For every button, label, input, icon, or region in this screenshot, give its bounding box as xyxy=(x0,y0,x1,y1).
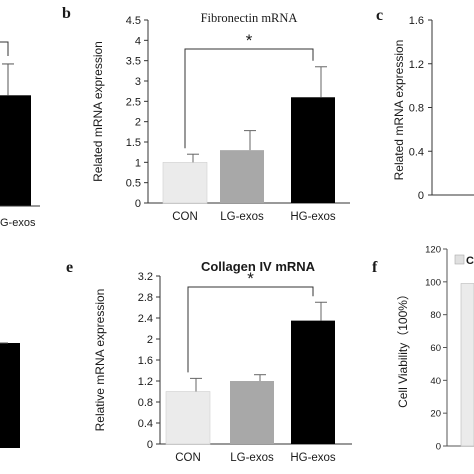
x-tick-label-e: CON xyxy=(175,452,201,464)
y-tick-label-e: 2.8 xyxy=(138,292,153,304)
bar-d-hg xyxy=(0,343,20,448)
y-tick-label-f: 120 xyxy=(425,245,441,256)
significance-star-b: * xyxy=(246,31,253,50)
panel-letter-b: b xyxy=(62,5,71,22)
significance-bracket-e xyxy=(187,286,314,373)
chart-title-e: Collagen IV mRNA xyxy=(201,259,316,274)
y-tick-label-e: 1.6 xyxy=(138,355,153,367)
y-tick-label-c: 0 xyxy=(418,190,424,202)
x-tick-label-b: LG-exos xyxy=(220,211,264,223)
y-tick-label-e: 2 xyxy=(147,334,153,346)
x-tick-label-e: LG-exos xyxy=(230,452,274,464)
y-tick-label-b: 4.5 xyxy=(126,15,141,27)
y-tick-label-e: 3.2 xyxy=(138,271,153,283)
significance-star-e: * xyxy=(247,269,254,288)
y-tick-label-b: 2.5 xyxy=(126,96,141,108)
bar-e-con xyxy=(165,391,211,445)
significance-bracket-a xyxy=(0,41,9,56)
x-tick-label-b: HG-exos xyxy=(290,211,336,223)
y-tick-label-f: 80 xyxy=(430,310,441,321)
y-tick-label-b: 3.5 xyxy=(126,56,141,68)
y-tick-label-c: 1.6 xyxy=(409,15,424,27)
y-tick-label-e: 0.4 xyxy=(138,418,153,430)
charts-layer: 0 0.5 1 1.5 2 2.5 3 3.5 4 4.5 CON LG-exos HG-exos * Fi… xyxy=(0,11,474,464)
bar-b-con xyxy=(162,162,208,204)
y-axis-label-f: Cell Viability（100%） xyxy=(396,288,410,408)
bar-e-hg-exos xyxy=(291,320,335,444)
y-tick-label-e: 1.2 xyxy=(138,376,153,388)
panel-a-tick-label: G-exos xyxy=(0,217,36,229)
panel-letter-f: f xyxy=(372,259,378,276)
bar-a-hg-exos xyxy=(0,95,31,206)
y-tick-label-e: 2.4 xyxy=(138,313,153,325)
y-axis-label-b: Related mRNA expression xyxy=(91,41,105,182)
y-tick-label-b: 1 xyxy=(135,157,141,169)
significance-bracket-b xyxy=(184,48,314,149)
y-tick-label-c: 0.4 xyxy=(409,146,424,158)
bar-f-con xyxy=(460,283,474,447)
y-tick-label-f: 0 xyxy=(436,442,441,453)
legend-swatch-f xyxy=(454,254,465,265)
x-tick-label-b: CON xyxy=(172,211,198,223)
y-tick-label-e: 0.8 xyxy=(138,397,153,409)
chart-title-b: Fibronectin mRNA xyxy=(201,11,298,25)
y-tick-label-c: 1.2 xyxy=(409,59,424,71)
y-axis-label-c: Related mRNA expression xyxy=(392,40,406,181)
legend-label-f: C xyxy=(466,255,474,267)
y-tick-label-b: 2 xyxy=(135,117,141,129)
y-tick-label-f: 20 xyxy=(430,409,441,420)
y-tick-label-c: 0.8 xyxy=(409,103,424,115)
panel-letter-c: c xyxy=(376,7,383,24)
y-tick-label-f: 60 xyxy=(430,343,441,354)
y-tick-label-b: 1.5 xyxy=(126,137,141,149)
x-tick-label-e: HG-exos xyxy=(290,452,336,464)
y-tick-label-f: 40 xyxy=(430,376,441,387)
y-tick-label-e: 0 xyxy=(147,439,153,451)
panel-letter-e: e xyxy=(66,259,73,276)
y-tick-label-b: 0 xyxy=(135,198,141,210)
y-tick-label-b: 3 xyxy=(135,76,141,88)
bar-b-lg-exos xyxy=(220,150,264,203)
bar-e-lg-exos xyxy=(230,381,274,444)
bar-b-hg-exos xyxy=(291,97,335,203)
y-axis-label-e: Relative mRNA expression xyxy=(93,289,107,432)
y-tick-label-b: 4 xyxy=(135,35,141,47)
y-tick-label-b: 0.5 xyxy=(126,178,141,190)
y-tick-label-f: 100 xyxy=(425,277,441,288)
